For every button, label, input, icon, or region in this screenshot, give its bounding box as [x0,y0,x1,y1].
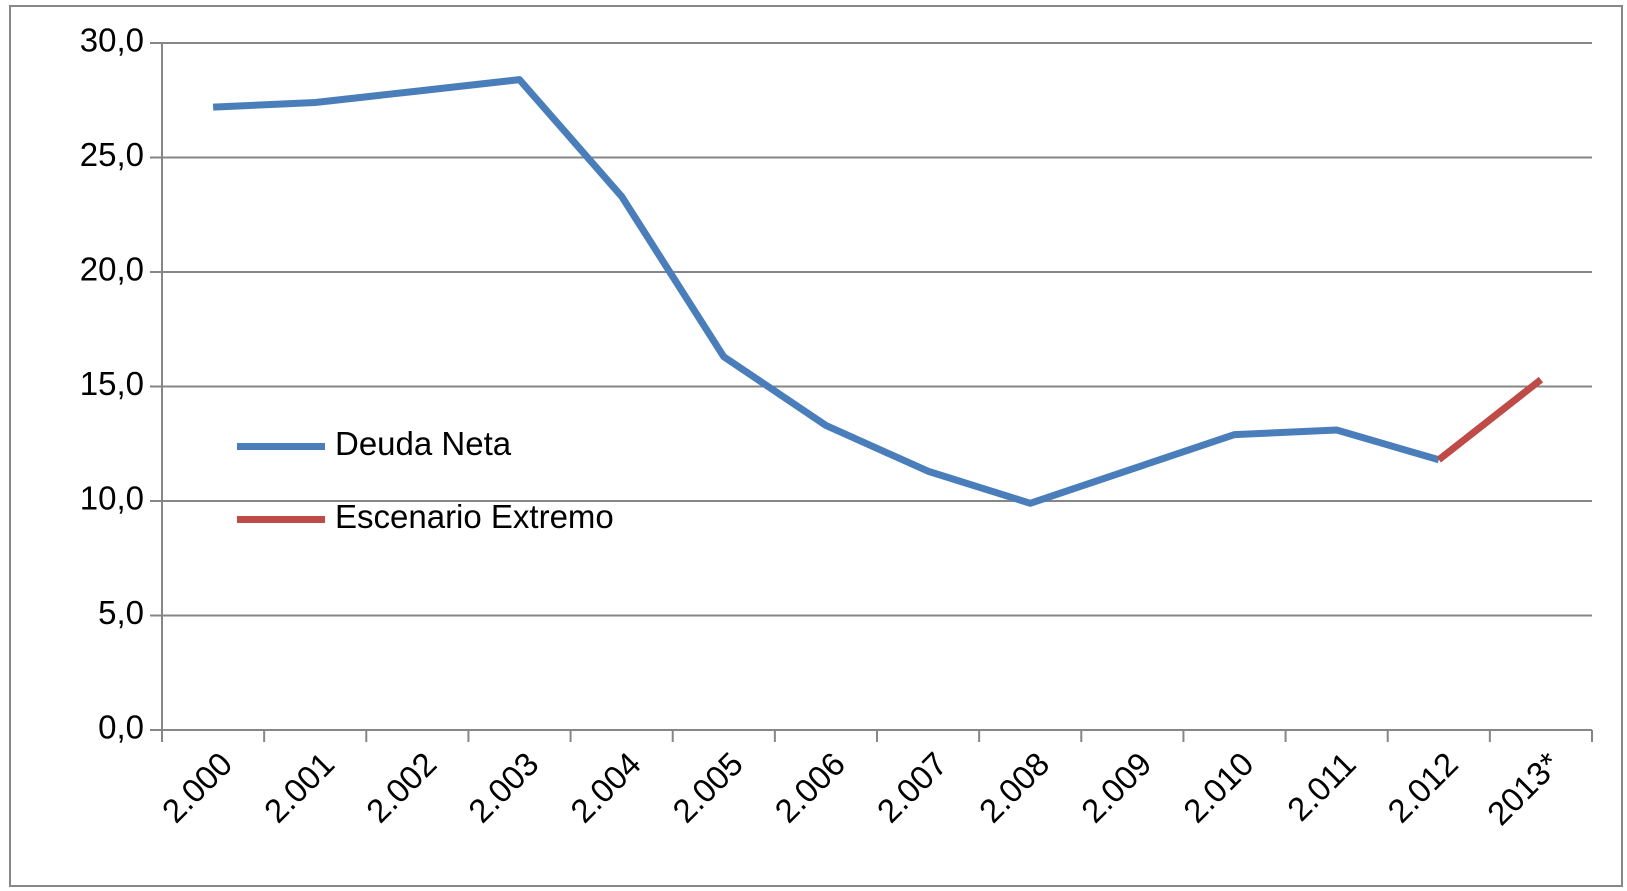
y-tick-label: 30,0 [80,22,144,59]
y-tick-label: 5,0 [98,594,144,631]
y-tick-label: 25,0 [80,136,144,173]
y-tick-label: 10,0 [80,480,144,517]
legend-label: Deuda Neta [335,425,512,462]
y-tick-label: 0,0 [98,709,144,746]
legend-label: Escenario Extremo [335,498,614,535]
series-line [1436,376,1544,463]
y-tick-label: 20,0 [80,251,144,288]
series-line [212,76,1440,507]
y-tick-label: 15,0 [80,365,144,402]
